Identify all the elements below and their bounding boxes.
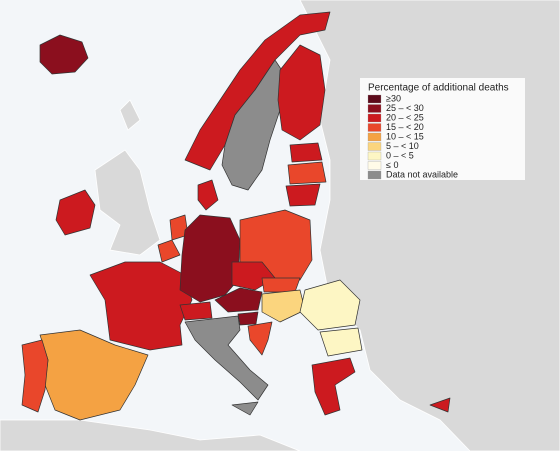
legend-swatch: [367, 123, 382, 132]
country-switzerland: [179, 301, 213, 321]
legend-label: ≤ 0: [386, 160, 398, 170]
legend-label: 25 – < 30: [386, 103, 424, 113]
country-cyprus: [429, 397, 451, 413]
country-slovakia: [261, 277, 301, 293]
country-slovenia: [237, 311, 259, 326]
legend-label: 5 – < 10: [386, 141, 419, 151]
country-france: [89, 261, 193, 351]
country-lithuania: [285, 183, 321, 207]
legend-label: ≥30: [386, 93, 401, 103]
legend-swatch: [367, 170, 382, 180]
country-portugal: [21, 339, 49, 413]
legend-swatch: [367, 113, 382, 123]
legend-swatch: [367, 161, 382, 170]
legend-swatch: [367, 142, 382, 151]
country-iceland: [39, 34, 89, 75]
country-ireland: [55, 189, 96, 236]
legend-label: 10 – < 15: [386, 131, 424, 141]
country-denmark: [197, 179, 219, 211]
legend-swatch: [367, 104, 382, 113]
country-croatia: [247, 321, 273, 356]
legend-label: 20 – < 25: [386, 112, 424, 122]
country-sweden: [221, 59, 286, 191]
country-estonia: [289, 142, 323, 163]
country-sicily: [231, 401, 259, 416]
legend-swatch: [367, 94, 382, 104]
legend-swatch: [367, 151, 382, 161]
country-romania: [299, 279, 361, 331]
country-austria: [214, 287, 263, 313]
legend-swatch: [367, 132, 382, 142]
country-bulgaria: [319, 327, 363, 357]
country-greece: [311, 357, 356, 416]
legend-box: [360, 78, 525, 180]
legend-label: 15 – < 20: [386, 122, 424, 132]
countries: [21, 11, 451, 421]
legend-title: Percentage of additional deaths: [368, 83, 509, 94]
legend-label: 0 – < 5: [386, 150, 414, 160]
country-belgium: [157, 239, 181, 263]
country-italy: [184, 315, 269, 401]
country-germany: [179, 214, 241, 303]
country-finland: [277, 44, 326, 141]
legend-label: Data not available: [386, 169, 458, 179]
country-latvia: [287, 161, 327, 185]
country-hungary: [261, 289, 306, 323]
